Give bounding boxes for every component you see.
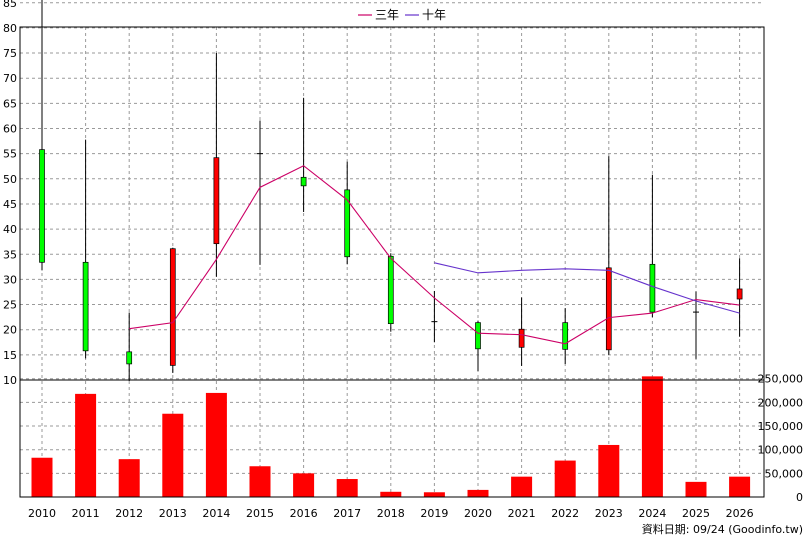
candle-body	[562, 322, 569, 350]
volume-bar	[380, 491, 402, 497]
volume-bar	[467, 489, 489, 497]
volume-bars	[31, 376, 751, 497]
volume-bar	[423, 492, 445, 497]
year-tick-label: 2016	[290, 507, 318, 520]
candlestick	[213, 53, 220, 277]
candle-body	[649, 263, 656, 313]
volume-bar	[685, 481, 707, 497]
price-tick-label: 45	[3, 198, 17, 211]
year-tick-label: 2014	[202, 507, 230, 520]
volume-bar	[336, 479, 358, 497]
price-tick-label: 60	[3, 123, 17, 136]
source-label: 資料日期: 09/24 (Goodinfo.tw)	[642, 522, 803, 536]
price-tick-label: 80	[3, 22, 17, 35]
year-tick-label: 2013	[159, 507, 187, 520]
price-tick-label: 30	[3, 273, 17, 286]
candlestick	[344, 161, 351, 265]
volume-tick-label: 50,000	[765, 467, 804, 480]
series-line	[434, 262, 740, 314]
price-tick-label: 40	[3, 223, 17, 236]
price-tick-label: 35	[3, 248, 17, 261]
price-tick-label: 25	[3, 299, 17, 312]
volume-bar	[31, 457, 53, 497]
candle-body	[605, 267, 612, 351]
volume-bar	[162, 413, 184, 497]
volume-tick-label: 150,000	[758, 420, 804, 433]
candle-body	[518, 328, 525, 348]
volume-tick-label: 100,000	[758, 444, 804, 457]
candle-body	[736, 288, 743, 300]
year-tick-label: 2010	[28, 507, 56, 520]
year-tick-label: 2024	[638, 507, 666, 520]
moving-average-lines	[129, 165, 740, 345]
price-tick-label: 20	[3, 324, 17, 337]
plot-frame	[19, 26, 765, 498]
volume-bar	[118, 459, 140, 497]
axes: 10152025303540455055606570758085050,0001…	[3, 0, 803, 520]
legend: 三年 十年	[358, 8, 446, 22]
year-tick-label: 2023	[595, 507, 623, 520]
year-tick-label: 2021	[508, 507, 536, 520]
volume-tick-label: 200,000	[758, 396, 804, 409]
volume-bar	[75, 393, 97, 497]
price-tick-label: 15	[3, 349, 17, 362]
price-tick-label: 10	[3, 374, 17, 387]
candlestick	[431, 290, 438, 343]
year-tick-label: 2022	[551, 507, 579, 520]
year-tick-label: 2012	[115, 507, 143, 520]
year-tick-label: 2011	[72, 507, 100, 520]
candlestick	[300, 97, 307, 212]
candlestick	[475, 320, 481, 371]
volume-bar	[511, 476, 533, 497]
candle-body	[387, 255, 394, 325]
volume-bar	[293, 473, 315, 497]
candlestick	[736, 258, 743, 337]
candlestick	[126, 312, 133, 382]
candle-body	[169, 248, 176, 366]
candle-body	[82, 261, 89, 352]
volume-bar	[598, 444, 620, 497]
volume-tick-label: 250,000	[758, 373, 804, 386]
candlestick	[649, 174, 656, 318]
volume-bar	[205, 392, 227, 497]
price-tick-label: 85	[3, 0, 17, 10]
candle-body	[475, 322, 481, 350]
candlestick	[39, 0, 45, 271]
candle-body	[126, 351, 133, 365]
candlestick	[693, 291, 699, 359]
candlestick	[257, 120, 263, 265]
year-tick-label: 2018	[377, 507, 405, 520]
candle-body	[39, 149, 45, 263]
candle-body	[213, 157, 220, 245]
price-tick-label: 75	[3, 47, 17, 60]
year-tick-label: 2019	[420, 507, 448, 520]
candlestick	[562, 308, 569, 364]
price-tick-label: 70	[3, 72, 17, 85]
candlestick	[605, 156, 612, 355]
year-tick-label: 2017	[333, 507, 361, 520]
year-tick-label: 2025	[682, 507, 710, 520]
candlestick	[82, 139, 89, 359]
series-line	[129, 165, 740, 345]
volume-bar	[249, 466, 271, 497]
price-tick-label: 65	[3, 97, 17, 110]
year-tick-label: 2020	[464, 507, 492, 520]
candle-body	[300, 176, 307, 187]
price-tick-label: 50	[3, 173, 17, 186]
volume-bar	[641, 376, 663, 497]
candle-body	[344, 189, 351, 258]
year-tick-label: 2015	[246, 507, 274, 520]
volume-tick-label: 0	[796, 491, 803, 504]
legend-label-10y: 十年	[422, 8, 446, 22]
candlesticks	[39, 0, 743, 382]
volume-bar	[729, 476, 751, 497]
volume-bar	[554, 460, 576, 497]
year-tick-label: 2026	[726, 507, 754, 520]
candlestick	[169, 247, 176, 373]
price-tick-label: 55	[3, 148, 17, 161]
candlestick	[518, 297, 525, 366]
legend-label-3y: 三年	[375, 8, 399, 22]
candlestick	[387, 253, 394, 332]
